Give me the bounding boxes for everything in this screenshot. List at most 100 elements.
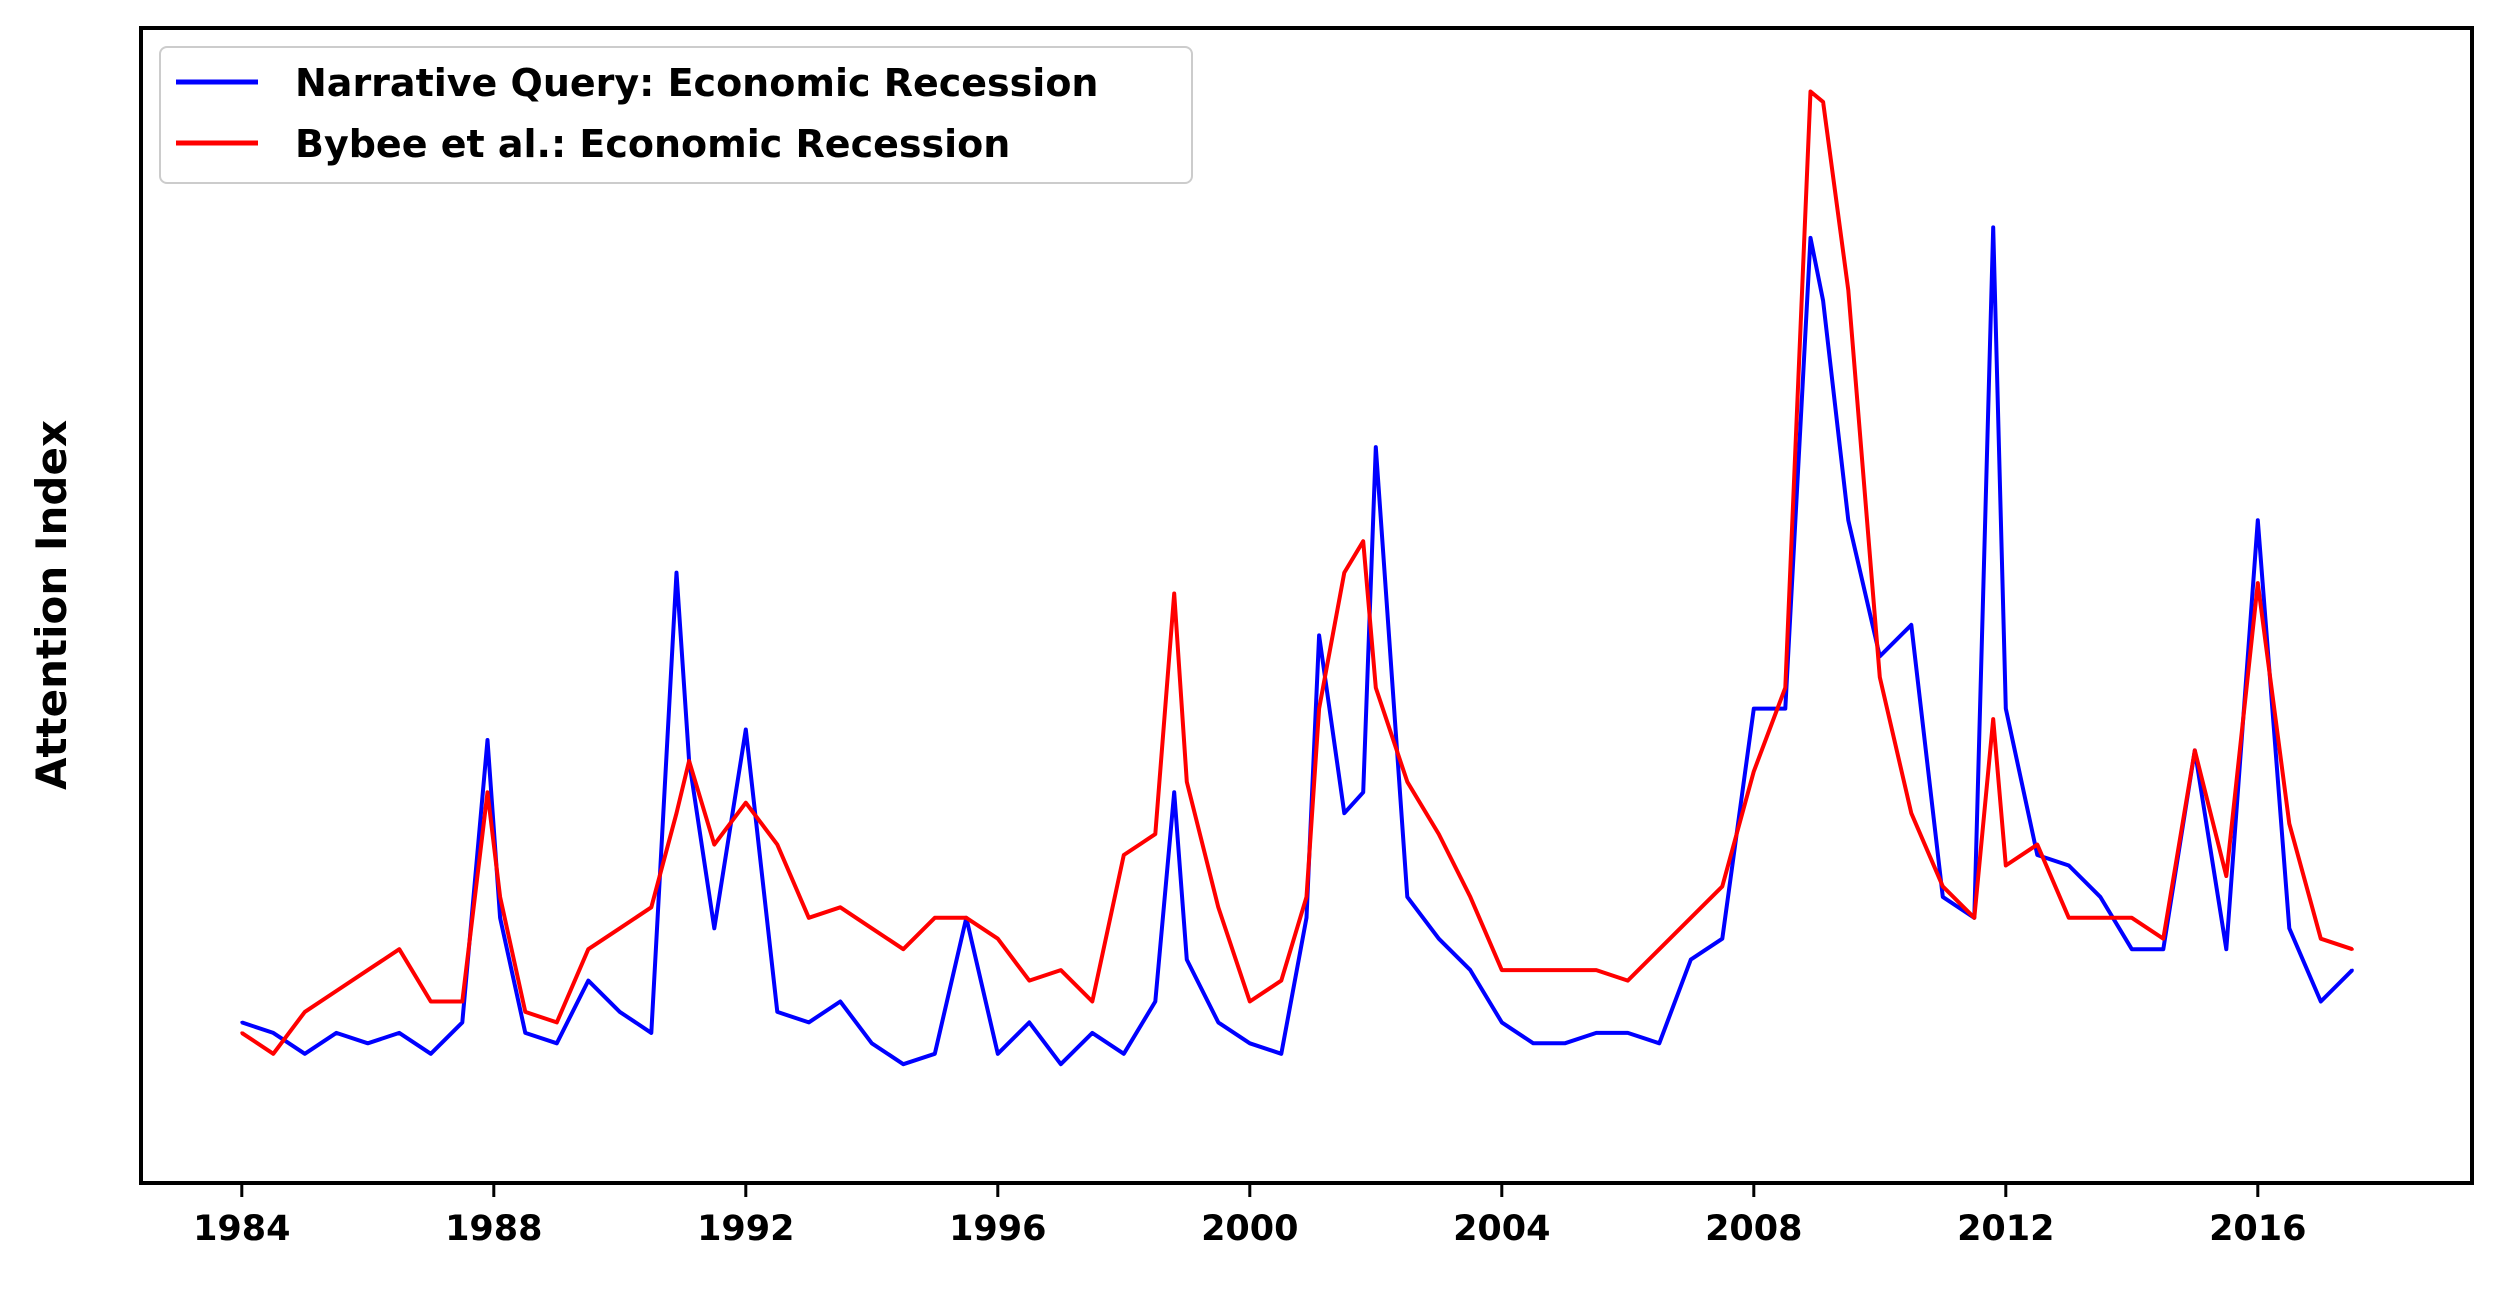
data-point <box>2161 947 2165 951</box>
data-point <box>1500 968 1504 972</box>
data-point <box>366 1041 370 1045</box>
data-point <box>1689 916 1693 920</box>
x-tick-label: 1992 <box>697 1209 794 1249</box>
data-point <box>1317 633 1321 637</box>
data-point <box>1689 958 1693 962</box>
data-point <box>1361 539 1365 543</box>
data-point <box>807 916 811 920</box>
data-point <box>1059 1062 1063 1066</box>
data-point <box>2098 895 2102 899</box>
data-point <box>498 916 502 920</box>
data-point <box>1821 100 1825 104</box>
data-point <box>1090 1031 1094 1035</box>
data-point <box>744 728 748 731</box>
data-point <box>1361 790 1365 794</box>
data-point <box>1468 968 1472 972</box>
data-point <box>933 916 937 920</box>
data-point <box>1059 968 1063 972</box>
data-point <box>1342 811 1346 815</box>
data-point <box>2193 748 2197 752</box>
data-point <box>1216 905 1220 909</box>
data-point <box>1027 979 1031 983</box>
data-point <box>1991 717 1995 721</box>
data-point <box>586 979 590 983</box>
data-point <box>1657 947 1661 951</box>
data-point <box>870 1041 874 1045</box>
data-point <box>1991 225 1995 229</box>
data-point <box>555 1041 559 1045</box>
data-point <box>1122 853 1126 857</box>
data-point <box>334 1031 338 1035</box>
data-point <box>1626 979 1630 983</box>
data-point <box>2004 864 2008 867</box>
data-point <box>2224 947 2228 951</box>
data-point <box>1821 299 1825 303</box>
data-point <box>1027 1020 1031 1024</box>
data-point <box>618 926 622 930</box>
data-point <box>1216 1020 1220 1024</box>
data-point <box>240 1031 244 1035</box>
data-point <box>2067 864 2071 867</box>
data-point <box>744 801 748 805</box>
data-point <box>870 926 874 930</box>
data-point <box>460 1020 464 1024</box>
data-point <box>397 947 401 951</box>
data-point <box>303 1010 307 1014</box>
data-point <box>1878 675 1882 679</box>
data-point <box>1248 1041 1252 1045</box>
data-point <box>2130 916 2134 920</box>
x-tick-label: 1996 <box>949 1209 1046 1249</box>
x-tick-label: 1988 <box>445 1209 542 1249</box>
data-point <box>1626 1031 1630 1035</box>
data-point <box>1342 571 1346 575</box>
data-point <box>1531 968 1535 972</box>
data-point <box>1531 1041 1535 1045</box>
data-point <box>2319 1000 2323 1003</box>
series-0 <box>240 225 2354 1067</box>
data-point <box>675 571 678 575</box>
data-point <box>1783 686 1787 690</box>
data-point <box>2256 518 2260 522</box>
data-point <box>1846 288 1850 292</box>
data-point <box>618 1010 622 1014</box>
data-point <box>1909 811 1913 815</box>
data-point <box>1720 937 1724 941</box>
data-point <box>996 1052 1000 1056</box>
data-point <box>429 1000 433 1003</box>
legend: Narrative Query: Economic Recession Bybe… <box>159 46 1193 184</box>
data-point <box>1563 968 1567 972</box>
data-point <box>1594 968 1598 972</box>
data-point <box>712 926 716 930</box>
data-point <box>1972 916 1976 920</box>
data-point <box>271 1031 275 1035</box>
data-point <box>429 1052 433 1056</box>
data-point <box>687 759 691 763</box>
data-point <box>1437 832 1441 836</box>
data-point <box>838 1000 842 1003</box>
data-point <box>1405 780 1409 784</box>
plot-area <box>141 28 2472 1183</box>
data-point <box>1500 1020 1504 1024</box>
data-point <box>1594 1031 1598 1035</box>
data-point <box>523 1010 527 1014</box>
data-point <box>486 790 489 794</box>
data-point <box>2224 874 2228 878</box>
x-tick-label: 1984 <box>193 1209 290 1249</box>
data-point <box>2035 853 2039 857</box>
data-point <box>1374 445 1378 449</box>
data-point <box>1248 1000 1252 1003</box>
x-axis: 1984 1988 1992 1996 2000 2004 2008 2012 2016 <box>193 1183 2307 1249</box>
x-tick-label: 2000 <box>1201 1209 1298 1249</box>
data-point <box>486 738 489 742</box>
data-point <box>1172 790 1176 794</box>
x-tick-label: 2016 <box>2209 1209 2306 1249</box>
data-point <box>2256 581 2260 585</box>
data-point <box>1172 592 1176 595</box>
data-point <box>2350 947 2354 951</box>
legend-box <box>159 46 1193 184</box>
data-point <box>1809 90 1812 93</box>
legend-label-bybee: Bybee et al.: Economic Recession <box>295 122 1010 166</box>
data-point <box>397 1031 401 1035</box>
x-tick-label: 2008 <box>1705 1209 1802 1249</box>
